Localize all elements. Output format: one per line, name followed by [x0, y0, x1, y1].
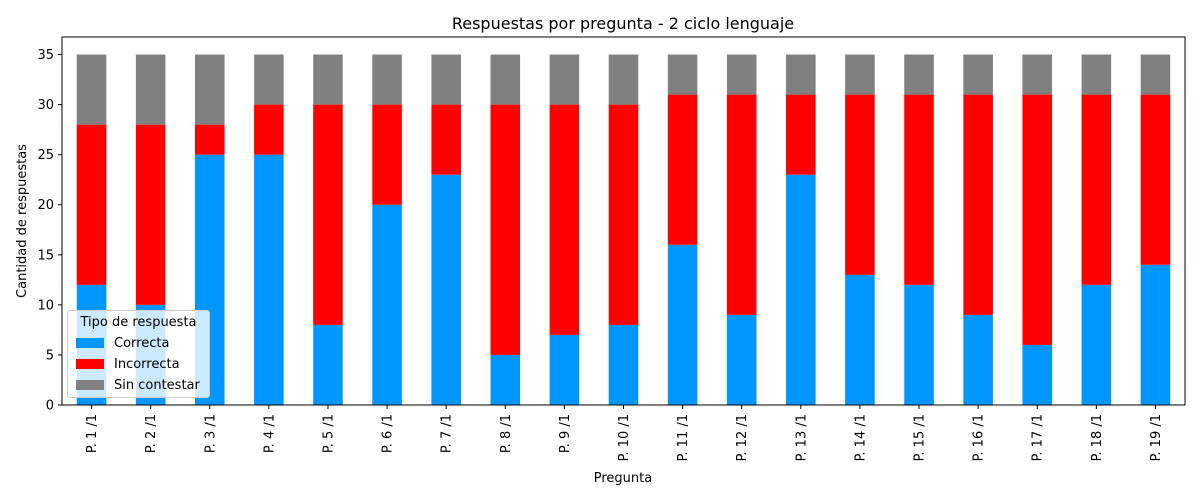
bar-sin-contestar-14: [845, 54, 875, 95]
bar-correcta-13: [786, 174, 816, 405]
x-tick-label: P. 7 /1: [440, 414, 455, 453]
bar-correcta-14: [845, 274, 875, 405]
x-tick-label: P. 18 /1: [1090, 414, 1105, 461]
bar-sin-contestar-17: [1022, 54, 1053, 95]
bar-correcta-4: [254, 154, 284, 405]
y-tick-label: 30: [37, 98, 54, 113]
y-tick-label: 5: [46, 348, 54, 363]
y-axis-label: Cantidad de respuestas: [15, 144, 30, 298]
y-tick-label: 15: [37, 248, 54, 263]
bar-sin-contestar-6: [372, 54, 402, 105]
bar-incorrecta-13: [786, 94, 816, 175]
bar-incorrecta-10: [608, 104, 639, 325]
bar-incorrecta-7: [431, 104, 461, 175]
bar-incorrecta-1: [76, 124, 107, 285]
bar-sin-contestar-8: [490, 54, 521, 105]
x-axis-label: Pregunta: [594, 471, 652, 486]
x-tick-label: P. 3 /1: [203, 414, 218, 453]
bar-correcta-17: [1022, 344, 1053, 405]
x-tick-label: P. 16 /1: [972, 414, 987, 461]
x-tick-label: P. 12 /1: [735, 414, 750, 461]
bar-sin-contestar-16: [963, 54, 993, 95]
bar-incorrecta-18: [1081, 94, 1112, 285]
y-tick-label: 35: [37, 48, 54, 63]
bar-correcta-11: [667, 244, 698, 405]
bar-correcta-7: [431, 174, 461, 405]
x-tick-label: P. 5 /1: [321, 414, 336, 453]
bar-incorrecta-8: [490, 104, 521, 355]
x-tick-label: P. 8 /1: [499, 414, 514, 453]
legend-item-correcta: Correcta: [76, 335, 169, 351]
bar-incorrecta-16: [963, 94, 993, 315]
bar-sin-contestar-11: [667, 54, 698, 95]
x-tick-label: P. 6 /1: [381, 414, 396, 453]
bar-sin-contestar-7: [431, 54, 461, 105]
y-tick-label: 20: [37, 198, 54, 213]
bar-sin-contestar-12: [726, 54, 757, 95]
legend-label-sin-contestar: Sin contestar: [114, 377, 200, 393]
bar-incorrecta-2: [135, 124, 166, 305]
x-tick-label: P. 9 /1: [558, 414, 573, 453]
bar-correcta-9: [549, 334, 580, 405]
bar-incorrecta-17: [1022, 94, 1053, 345]
bar-sin-contestar-9: [549, 54, 580, 105]
legend-item-incorrecta: Incorrecta: [76, 356, 180, 372]
bar-sin-contestar-5: [313, 54, 343, 105]
bar-correcta-10: [608, 324, 639, 405]
bar-correcta-19: [1140, 264, 1171, 405]
legend: Tipo de respuesta Correcta Incorrecta Si…: [67, 310, 210, 398]
x-tick-label: P. 15 /1: [913, 414, 928, 461]
x-tick-label: P. 1 /1: [85, 414, 100, 453]
bar-incorrecta-15: [904, 94, 934, 285]
bar-incorrecta-12: [726, 94, 757, 315]
bar-incorrecta-14: [845, 94, 875, 275]
legend-label-correcta: Correcta: [114, 335, 170, 351]
bar-incorrecta-6: [372, 104, 402, 205]
x-tick-label: P. 2 /1: [144, 414, 159, 453]
bar-incorrecta-9: [549, 104, 580, 335]
legend-swatch-incorrecta: [76, 359, 104, 369]
bar-sin-contestar-10: [608, 54, 639, 105]
bar-incorrecta-19: [1140, 94, 1171, 265]
x-tick-label: P. 14 /1: [853, 414, 868, 461]
legend-item-sin-contestar: Sin contestar: [76, 377, 200, 393]
bar-sin-contestar-3: [194, 54, 225, 125]
bar-incorrecta-4: [254, 104, 284, 155]
bar-correcta-15: [904, 284, 934, 405]
bar-sin-contestar-13: [786, 54, 816, 95]
x-tick-label: P. 13 /1: [794, 414, 809, 461]
y-tick-label: 10: [37, 298, 54, 313]
y-tick-label: 0: [46, 399, 54, 414]
x-tick-label: P. 17 /1: [1031, 414, 1046, 461]
bar-incorrecta-11: [667, 94, 698, 245]
y-tick-label: 25: [37, 148, 54, 163]
bar-sin-contestar-15: [904, 54, 934, 95]
legend-title: Tipo de respuesta: [80, 315, 197, 330]
bar-sin-contestar-18: [1081, 54, 1112, 95]
bar-correcta-6: [372, 204, 402, 405]
bar-incorrecta-3: [194, 124, 225, 155]
bar-sin-contestar-19: [1140, 54, 1171, 95]
legend-swatch-correcta: [76, 338, 104, 348]
x-tick-label: P. 10 /1: [617, 414, 632, 461]
legend-label-incorrecta: Incorrecta: [114, 356, 180, 372]
bar-correcta-8: [490, 354, 521, 405]
bar-sin-contestar-2: [135, 54, 166, 125]
x-tick-label: P. 11 /1: [676, 414, 691, 461]
chart-title: Respuestas por pregunta - 2 ciclo lengua…: [452, 14, 794, 33]
bar-incorrecta-5: [313, 104, 343, 325]
bar-sin-contestar-1: [76, 54, 107, 125]
bar-correcta-5: [313, 324, 343, 405]
legend-swatch-sin-contestar: [76, 380, 104, 390]
bar-correcta-18: [1081, 284, 1112, 405]
x-tick-label: P. 19 /1: [1149, 414, 1164, 461]
bar-correcta-12: [726, 314, 757, 405]
bar-correcta-16: [963, 314, 993, 405]
x-tick-label: P. 4 /1: [262, 414, 277, 453]
bar-sin-contestar-4: [254, 54, 284, 105]
